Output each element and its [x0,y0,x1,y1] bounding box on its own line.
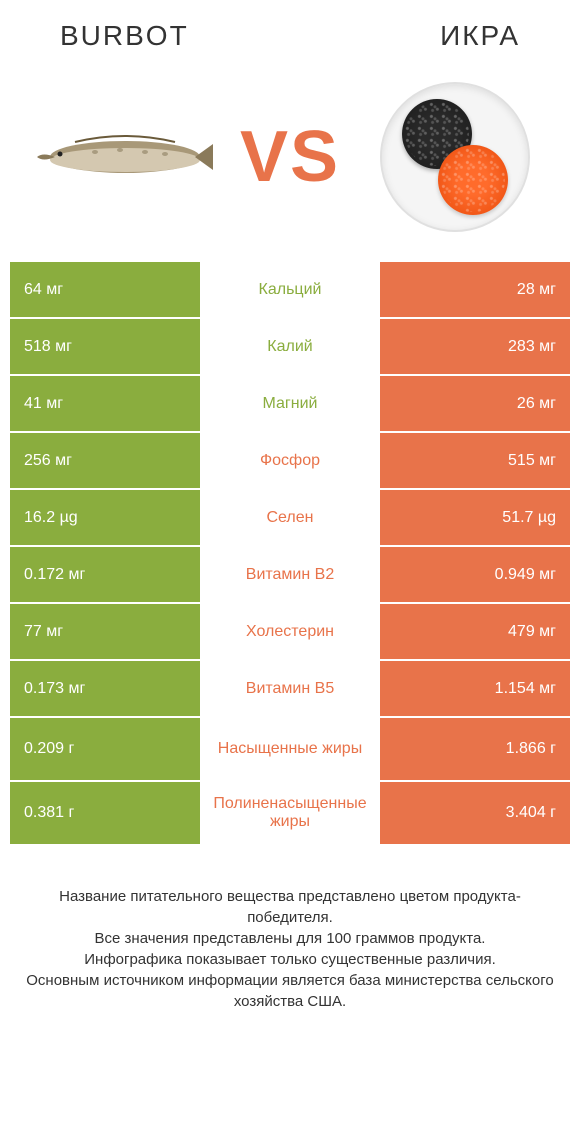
red-caviar-icon [438,145,508,215]
caviar-image [360,77,550,237]
table-row: 64 мгКальций28 мг [10,262,570,317]
right-value: 0.949 мг [380,547,570,602]
table-row: 0.209 гНасыщенные жиры1.866 г [10,718,570,780]
table-row: 41 мгМагний26 мг [10,376,570,431]
footnote-line: Инфографика показывает только существенн… [20,949,560,970]
left-value: 16.2 µg [10,490,200,545]
left-value: 0.173 мг [10,661,200,716]
right-product-title: ИКРА [440,20,520,52]
right-value: 1.866 г [380,718,570,780]
table-row: 16.2 µgСелен51.7 µg [10,490,570,545]
left-value: 41 мг [10,376,200,431]
right-value: 1.154 мг [380,661,570,716]
table-row: 0.381 гПолиненасыщенные жиры3.404 г [10,782,570,844]
nutrient-table: 64 мгКальций28 мг518 мгКалий283 мг41 мгМ… [0,262,580,844]
left-value: 518 мг [10,319,200,374]
images-row: VS [0,62,580,262]
left-value: 256 мг [10,433,200,488]
nutrient-label: Калий [200,319,380,374]
nutrient-label: Фосфор [200,433,380,488]
left-value: 0.209 г [10,718,200,780]
nutrient-label: Насыщенные жиры [200,718,380,780]
right-value: 28 мг [380,262,570,317]
nutrient-label: Кальций [200,262,380,317]
vs-label: VS [240,116,340,198]
nutrient-label: Селен [200,490,380,545]
left-value: 0.381 г [10,782,200,844]
table-row: 0.172 мгВитамин B20.949 мг [10,547,570,602]
fish-icon [35,122,215,192]
burbot-image [30,77,220,237]
table-row: 0.173 мгВитамин B51.154 мг [10,661,570,716]
right-value: 283 мг [380,319,570,374]
table-row: 518 мгКалий283 мг [10,319,570,374]
nutrient-label: Магний [200,376,380,431]
right-value: 3.404 г [380,782,570,844]
left-value: 77 мг [10,604,200,659]
header: BURBOT ИКРА [0,0,580,62]
right-value: 51.7 µg [380,490,570,545]
right-value: 26 мг [380,376,570,431]
caviar-plate-icon [380,82,530,232]
left-value: 0.172 мг [10,547,200,602]
right-value: 515 мг [380,433,570,488]
left-value: 64 мг [10,262,200,317]
table-row: 256 мгФосфор515 мг [10,433,570,488]
footnote-line: Название питательного вещества представл… [20,886,560,928]
nutrient-label: Полиненасыщенные жиры [200,782,380,844]
nutrient-label: Холестерин [200,604,380,659]
nutrient-label: Витамин B2 [200,547,380,602]
footnote-line: Все значения представлены для 100 граммо… [20,928,560,949]
nutrient-label: Витамин B5 [200,661,380,716]
right-value: 479 мг [380,604,570,659]
footnote-line: Основным источником информации является … [20,970,560,1012]
table-row: 77 мгХолестерин479 мг [10,604,570,659]
left-product-title: BURBOT [60,20,189,52]
footnote: Название питательного вещества представл… [0,846,580,1032]
